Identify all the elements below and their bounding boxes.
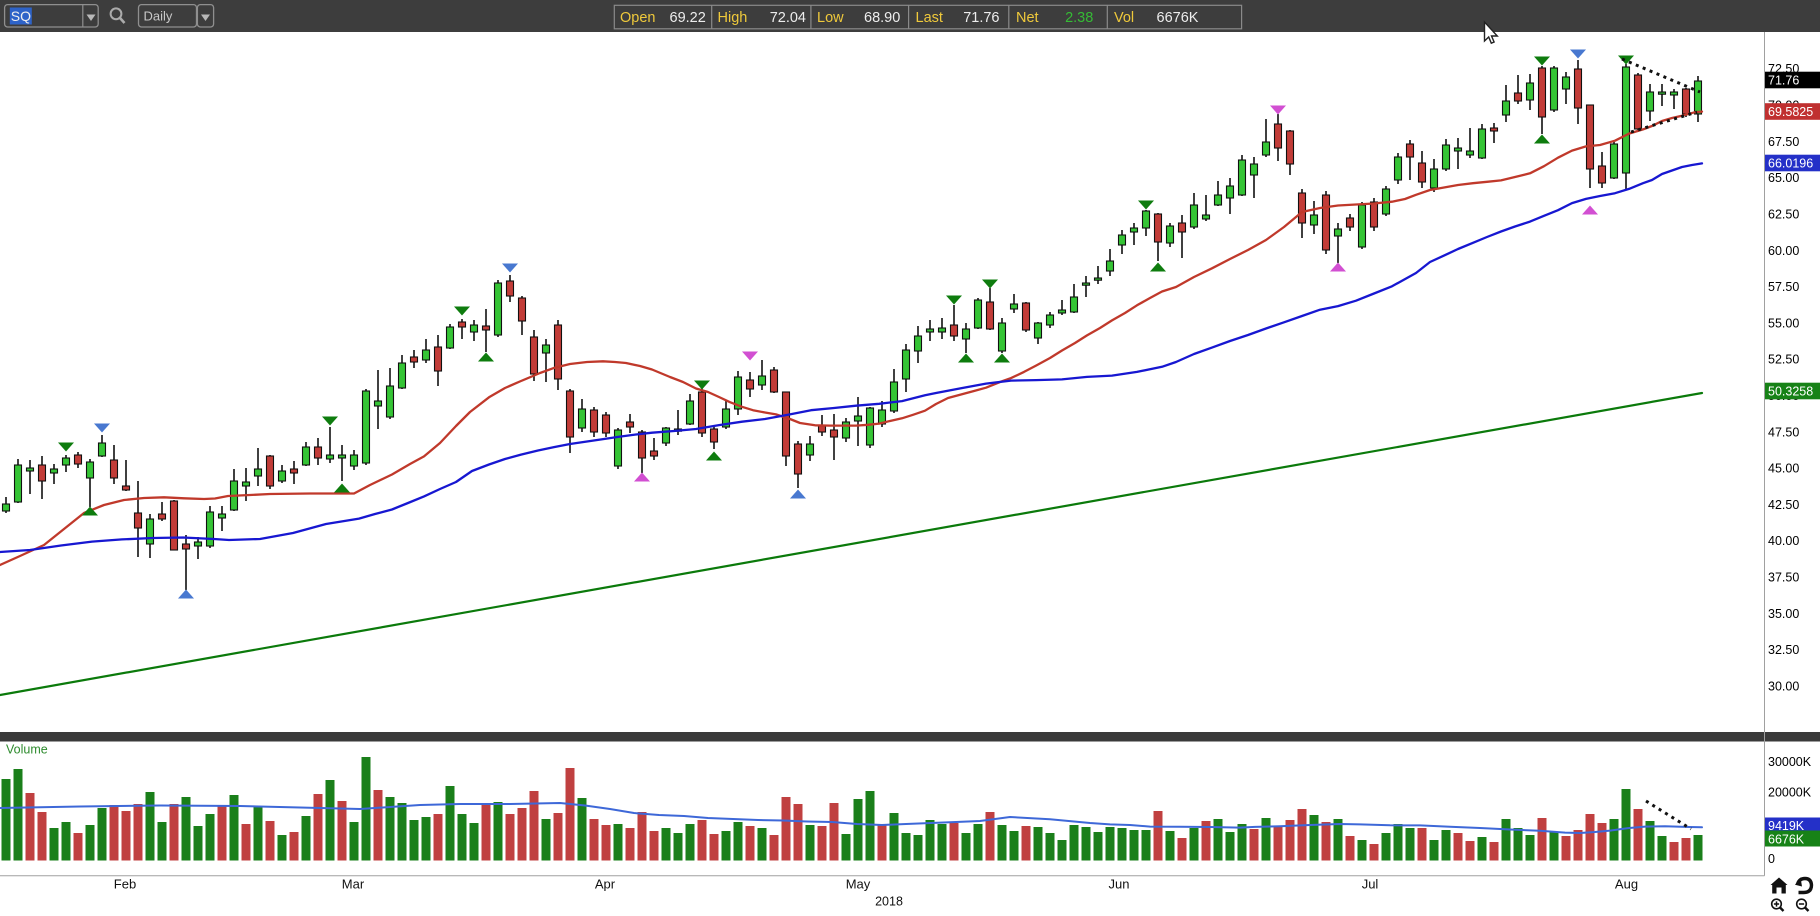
svg-text:0: 0 [1768,852,1775,866]
svg-text:Daily: Daily [144,9,173,24]
svg-text:30.00: 30.00 [1768,679,1799,693]
svg-text:32.50: 32.50 [1768,643,1799,657]
svg-text:Vol: Vol [1114,10,1134,26]
svg-text:68.90: 68.90 [864,10,900,26]
svg-text:62.50: 62.50 [1768,208,1799,222]
svg-text:Net: Net [1016,10,1039,26]
svg-text:55.00: 55.00 [1768,316,1799,330]
svg-text:57.50: 57.50 [1768,280,1799,294]
svg-text:60.00: 60.00 [1768,244,1799,258]
svg-text:Apr: Apr [595,877,616,892]
svg-text:Mar: Mar [342,877,365,892]
svg-text:40.00: 40.00 [1768,534,1799,548]
svg-text:SQ: SQ [11,8,31,24]
svg-text:42.50: 42.50 [1768,498,1799,512]
svg-text:9419K: 9419K [1768,819,1805,833]
svg-text:2.38: 2.38 [1065,10,1093,26]
svg-text:20000K: 20000K [1768,786,1812,800]
svg-text:37.50: 37.50 [1768,571,1799,585]
svg-text:71.76: 71.76 [1768,74,1799,88]
svg-text:6676K: 6676K [1768,833,1805,847]
svg-text:72.04: 72.04 [770,10,806,26]
svg-text:45.00: 45.00 [1768,462,1799,476]
svg-text:Volume: Volume [6,743,48,757]
svg-text:50.3258: 50.3258 [1768,385,1813,399]
svg-text:52.50: 52.50 [1768,353,1799,367]
svg-text:65.00: 65.00 [1768,171,1799,185]
svg-text:Jun: Jun [1109,877,1130,892]
svg-text:69.22: 69.22 [670,10,706,26]
svg-text:71.76: 71.76 [963,10,999,26]
svg-text:67.50: 67.50 [1768,135,1799,149]
svg-text:35.00: 35.00 [1768,607,1799,621]
svg-text:Last: Last [916,10,943,26]
svg-text:47.50: 47.50 [1768,425,1799,439]
svg-text:High: High [718,10,748,26]
svg-text:Jul: Jul [1362,877,1379,892]
svg-text:Low: Low [817,10,844,26]
svg-text:69.5825: 69.5825 [1768,105,1813,119]
svg-text:66.0196: 66.0196 [1768,157,1813,171]
svg-text:Aug: Aug [1615,877,1638,892]
svg-text:May: May [846,877,871,892]
svg-text:6676K: 6676K [1157,10,1199,26]
svg-text:2018: 2018 [875,895,903,909]
svg-text:Feb: Feb [114,877,136,892]
svg-text:Open: Open [620,10,655,26]
svg-text:30000K: 30000K [1768,755,1812,769]
